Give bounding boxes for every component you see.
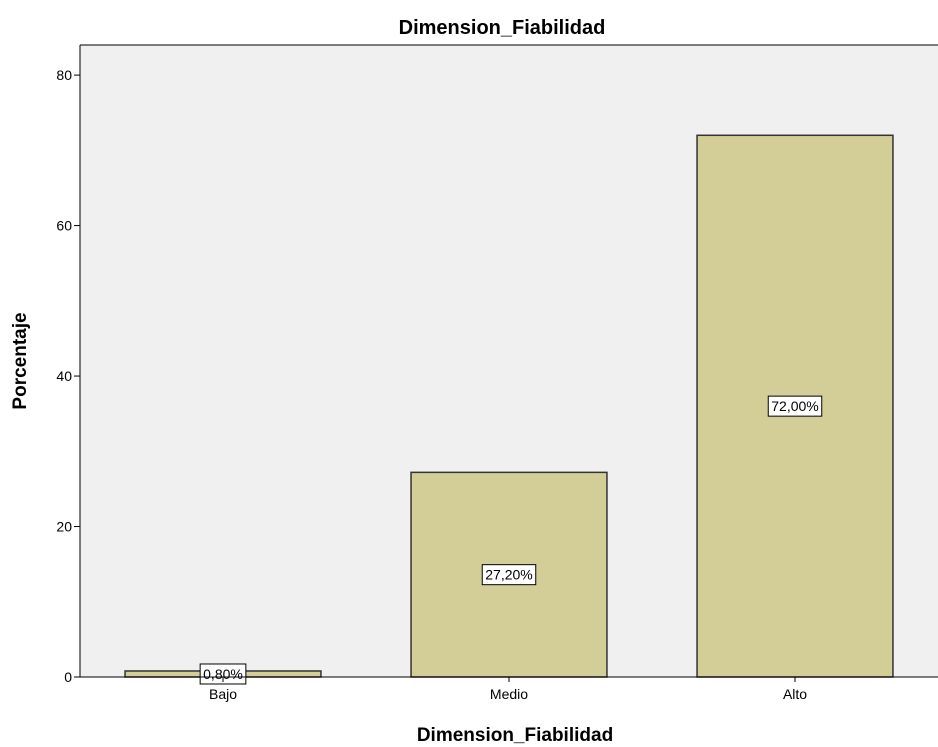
x-tick-label-medio: Medio: [490, 686, 528, 702]
data-label-alto: 72,00%: [767, 395, 823, 417]
x-tick-label-alto: Alto: [783, 686, 807, 702]
svg-text:72,00%: 72,00%: [771, 398, 818, 414]
y-tick-label: 60: [56, 218, 72, 234]
data-label-medio: 27,20%: [481, 564, 537, 586]
y-tick-label: 20: [56, 519, 72, 535]
svg-text:27,20%: 27,20%: [485, 567, 532, 583]
bars-group: 0,80% 27,20% 72,00%: [124, 134, 894, 685]
x-axis: Bajo Medio Alto: [80, 676, 938, 702]
chart-title: Dimension_Fiabilidad: [399, 17, 606, 39]
data-label-bajo: 0,80%: [199, 663, 247, 685]
y-axis: 0 20 40 60 80: [56, 44, 938, 685]
y-tick-label: 40: [56, 368, 72, 384]
x-tick-label-bajo: Bajo: [209, 686, 237, 702]
y-tick-label: 0: [64, 669, 72, 685]
y-tick-label: 80: [56, 67, 72, 83]
y-axis-title: Porcentaje: [10, 312, 31, 409]
x-axis-title: Dimension_Fiabilidad: [417, 725, 613, 746]
svg-text:0,80%: 0,80%: [203, 666, 243, 682]
